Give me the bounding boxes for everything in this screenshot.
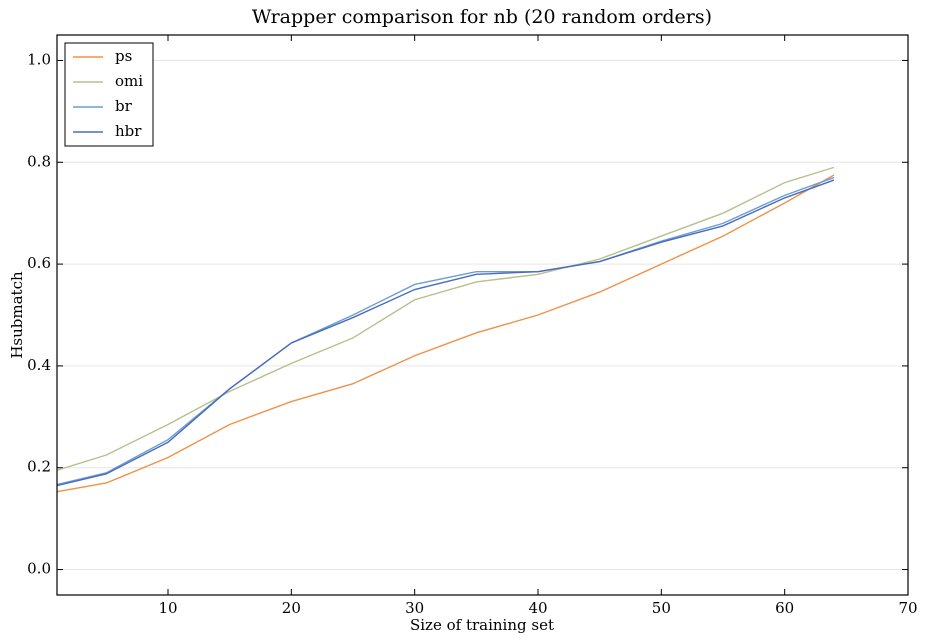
- x-tick-label: 50: [652, 599, 671, 617]
- y-tick-label: 1.0: [27, 50, 51, 68]
- x-axis-label: Size of training set: [410, 616, 554, 634]
- x-tick-label: 60: [775, 599, 794, 617]
- legend-label: hbr: [115, 122, 142, 140]
- y-tick-label: 0.8: [27, 152, 51, 170]
- x-tick-label: 70: [898, 599, 917, 617]
- line-series: [56, 166, 835, 471]
- line-series: [56, 179, 835, 487]
- y-tick-label: 0.2: [27, 458, 51, 476]
- legend-label: br: [115, 97, 133, 115]
- plot-frame: [56, 34, 909, 596]
- x-tick-label: 30: [405, 599, 424, 617]
- legend-label: ps: [115, 47, 132, 65]
- y-axis-label: Hsubmatch: [8, 271, 26, 359]
- x-tick-label: 20: [282, 599, 301, 617]
- legend-box: [64, 42, 154, 147]
- chart-title: Wrapper comparison for nb (20 random ord…: [252, 6, 712, 28]
- line-series: [56, 174, 835, 493]
- legend-label: omi: [115, 72, 143, 90]
- y-tick-label: 0.4: [27, 356, 51, 374]
- y-tick-label: 0.6: [27, 254, 51, 272]
- line-series: [56, 176, 835, 486]
- x-tick-label: 40: [528, 599, 547, 617]
- y-tick-label: 0.0: [27, 560, 51, 578]
- x-tick-label: 10: [158, 599, 177, 617]
